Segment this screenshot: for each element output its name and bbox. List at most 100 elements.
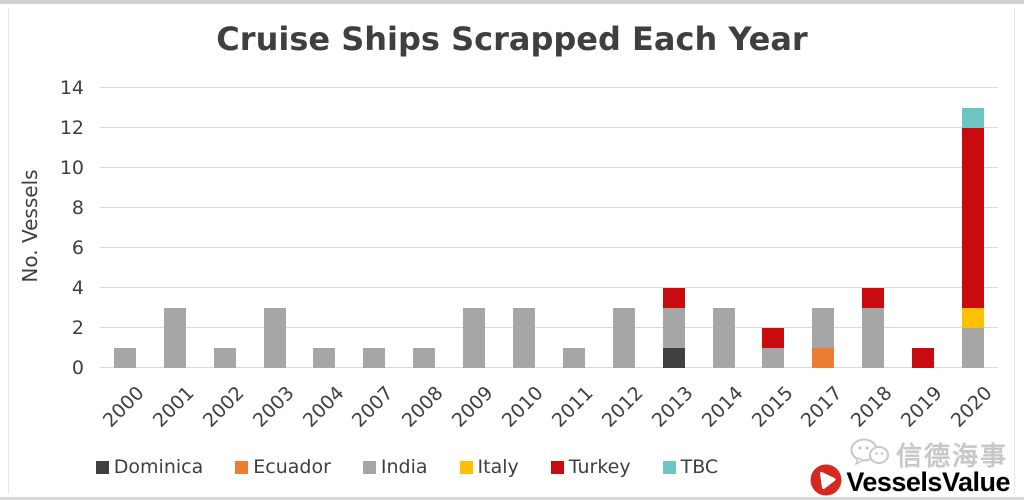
- x-tick-label: 2007: [348, 382, 398, 432]
- watermark: 信德海事: [850, 436, 1008, 473]
- x-tick-label: 2009: [447, 382, 498, 432]
- bar-segment-india: [862, 308, 885, 368]
- bar-segment-india: [313, 348, 336, 368]
- legend-label: TBC: [680, 456, 719, 478]
- legend-label: India: [380, 456, 428, 478]
- bar-column-2014: [699, 88, 749, 368]
- x-tick-label: 2015: [747, 382, 798, 432]
- legend-label: Turkey: [568, 456, 631, 478]
- bar-segment-india: [413, 348, 436, 368]
- stacked-bar: [712, 308, 735, 368]
- legend-item-dominica: Dominica: [95, 456, 204, 478]
- bar-column-2001: [150, 88, 200, 368]
- bar-segment-india: [962, 328, 985, 368]
- frame-right-edge: [1014, 8, 1015, 494]
- x-tick-label: 2000: [98, 382, 149, 432]
- legend-swatch-icon: [95, 460, 109, 474]
- gridline: [100, 247, 998, 248]
- stacked-bar: [363, 348, 386, 368]
- bar-segment-ecuador: [812, 348, 835, 368]
- bar-column-2015: [749, 88, 799, 368]
- legend-swatch-icon: [459, 460, 473, 474]
- bar-segment-turkey: [962, 128, 985, 308]
- bar-segment-india: [163, 308, 186, 368]
- stacked-bar: [762, 328, 785, 368]
- legend-label: Italy: [477, 456, 519, 478]
- stacked-bar: [313, 348, 336, 368]
- stacked-bar: [413, 348, 436, 368]
- bar-column-2008: [399, 88, 449, 368]
- bar-column-2000: [100, 88, 150, 368]
- logo-text: VesselsValue: [846, 466, 1010, 497]
- bar-column-2003: [250, 88, 300, 368]
- gridline: [100, 367, 998, 368]
- legend-item-tbc: TBC: [662, 456, 719, 478]
- y-tick-label: 2: [71, 317, 84, 339]
- legend-swatch-icon: [235, 460, 249, 474]
- bar-segment-india: [612, 308, 635, 368]
- chart-title: Cruise Ships Scrapped Each Year: [216, 20, 808, 58]
- bar-segment-india: [463, 308, 486, 368]
- legend-label: Dominica: [113, 456, 204, 478]
- bar-segment-india: [712, 308, 735, 368]
- bar-column-2018: [848, 88, 898, 368]
- legend-swatch-icon: [362, 460, 376, 474]
- x-tick-label: 2002: [198, 382, 249, 432]
- bar-segment-india: [213, 348, 236, 368]
- bar-column-2019: [898, 88, 948, 368]
- bar-segment-turkey: [762, 328, 785, 348]
- stacked-bar: [662, 288, 685, 368]
- stacked-bar: [562, 348, 585, 368]
- legend-item-india: India: [362, 456, 428, 478]
- stacked-bar: [263, 308, 286, 368]
- x-tick-label: 2013: [647, 382, 698, 432]
- stacked-bar: [213, 348, 236, 368]
- x-tick-label: 2012: [597, 382, 648, 432]
- watermark-text: 信德海事: [895, 441, 1008, 471]
- x-tick-label: 2008: [398, 382, 448, 432]
- vesselsvalue-logo: VesselsValue: [810, 464, 1010, 497]
- bar-column-2007: [349, 88, 399, 368]
- stacked-bar: [463, 308, 486, 368]
- y-tick-label: 4: [71, 277, 84, 299]
- legend-swatch-icon: [550, 460, 564, 474]
- bar-segment-turkey: [912, 348, 935, 368]
- gridline: [100, 207, 998, 208]
- stacked-bar: [612, 308, 635, 368]
- gridline: [100, 327, 998, 328]
- gridline: [100, 167, 998, 168]
- x-tick-label: 2014: [697, 382, 748, 432]
- y-tick-label: 6: [71, 237, 84, 259]
- stacked-bar: [962, 108, 985, 368]
- gridline: [100, 287, 998, 288]
- bar-segment-india: [263, 308, 286, 368]
- bar-segment-india: [662, 308, 685, 348]
- bar-column-2011: [549, 88, 599, 368]
- play-circle-icon: [810, 464, 842, 497]
- chat-bubbles-icon: [850, 438, 890, 472]
- bar-segment-india: [562, 348, 585, 368]
- y-tick-label: 8: [71, 197, 84, 219]
- y-tick-label: 10: [59, 157, 84, 179]
- gridline: [100, 87, 998, 88]
- bar-segment-dominica: [662, 348, 685, 368]
- bar-segment-tbc: [962, 108, 985, 128]
- stacked-bar: [113, 348, 136, 368]
- stacked-bar: [912, 348, 935, 368]
- y-tick-label: 0: [71, 357, 84, 379]
- y-tick-label: 14: [59, 77, 84, 99]
- bar-segment-india: [762, 348, 785, 368]
- x-axis-labels: 2000 2001 2002 2003 2004 2007 2008 2009 2010 2011…: [99, 372, 998, 442]
- bar-segment-india: [113, 348, 136, 368]
- y-tick-label: 12: [59, 117, 84, 139]
- bar-segment-india: [513, 308, 536, 368]
- bar-segment-italy: [962, 308, 985, 328]
- bar-column-2012: [599, 88, 649, 368]
- legend-item-italy: Italy: [459, 456, 519, 478]
- legend-item-turkey: Turkey: [550, 456, 631, 478]
- stacked-bar: [812, 308, 835, 368]
- branding-area: 信德海事 VesselsValue: [810, 434, 1012, 497]
- stacked-bar: [513, 308, 536, 368]
- legend-label: Ecuador: [253, 456, 331, 478]
